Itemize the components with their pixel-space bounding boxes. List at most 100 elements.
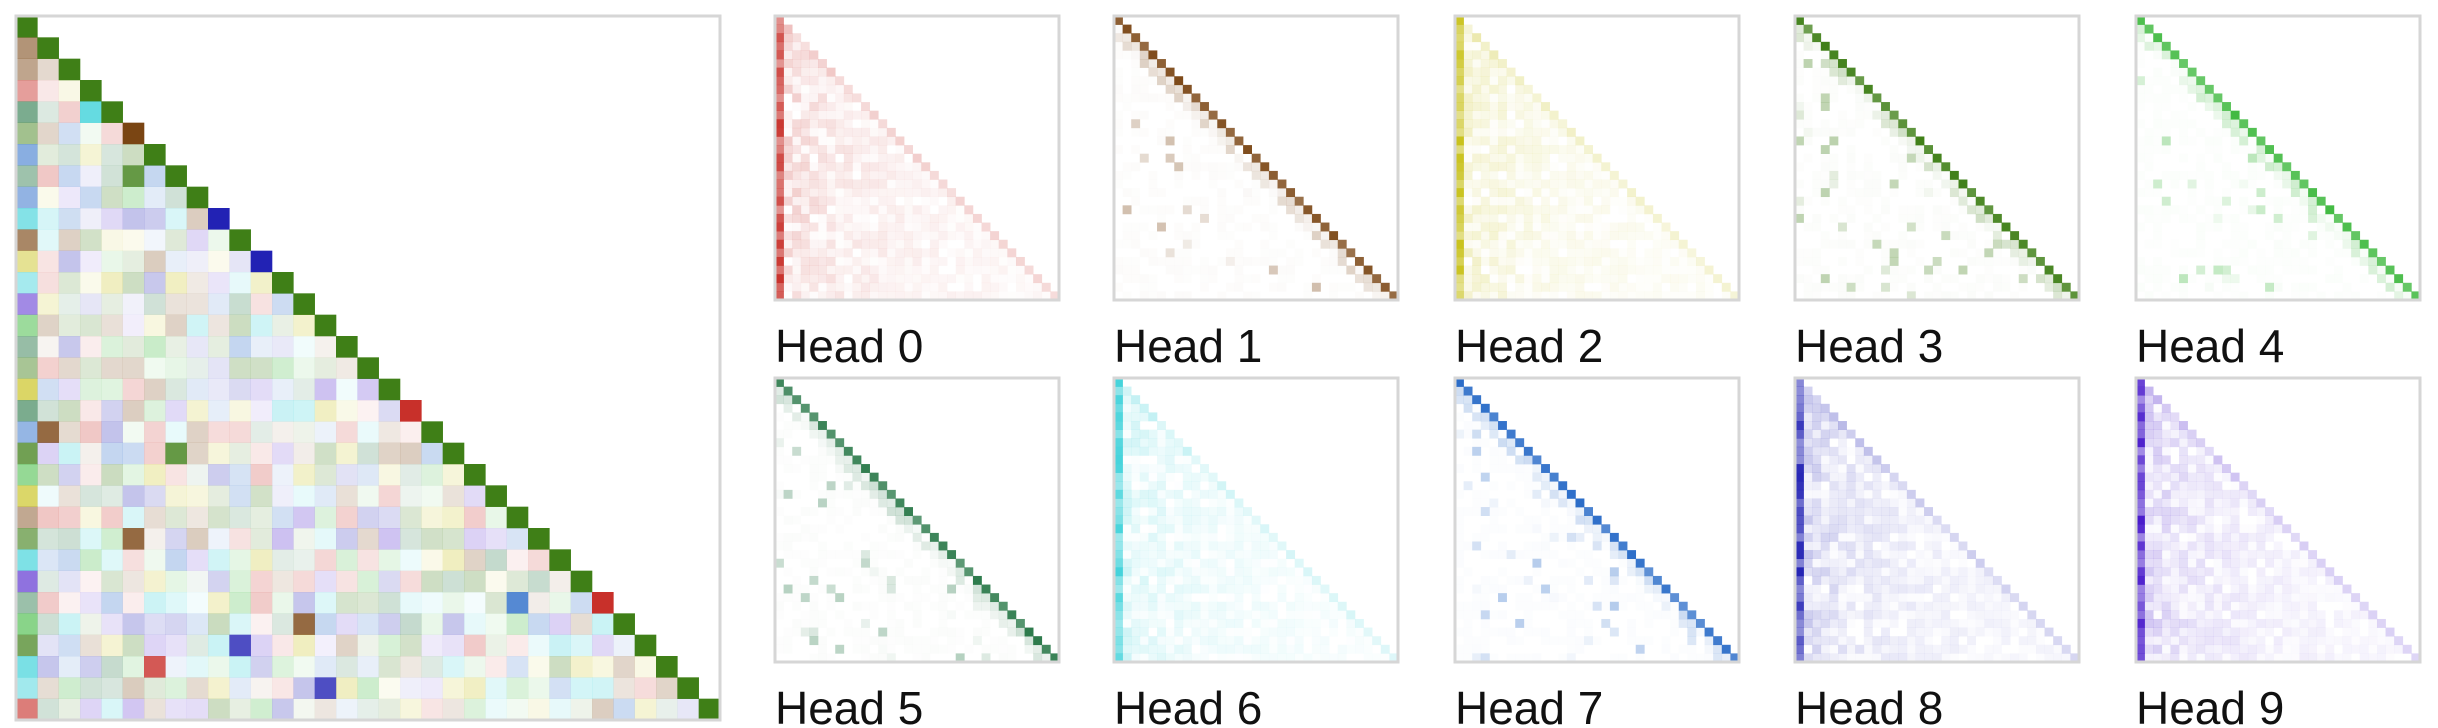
cell [250,528,273,550]
cell [2187,618,2197,628]
cell [1191,119,1200,128]
cell [293,421,315,443]
cell [1269,257,1278,266]
cell [895,550,904,559]
cell [400,400,422,422]
cell [1636,576,1645,585]
cell [165,186,187,209]
cell [1541,274,1550,283]
head-label[interactable]: Head 3 [1795,320,1943,372]
cell [800,162,810,172]
head-label[interactable]: Head 7 [1455,682,1603,728]
head-label[interactable]: Head 9 [2136,682,2284,728]
cell [1644,248,1653,257]
cell [2153,205,2162,214]
head-panel[interactable]: Head 4 [2134,14,2422,372]
cell [1915,257,1924,266]
head-panel[interactable]: Head 8 [1793,376,2081,728]
cell [1795,33,1804,43]
cell [1286,196,1296,206]
cell [208,357,230,379]
cell [80,677,102,699]
cell [58,58,81,81]
head-panel[interactable]: Head 7 [1453,376,1741,728]
cell [1226,507,1235,516]
cell [1863,618,1873,628]
cell [2179,481,2188,491]
cell [1243,628,1252,637]
head-panel[interactable]: Head 3 [1793,14,2081,372]
cell [784,455,793,464]
cell [2282,636,2291,645]
cell [1967,257,1976,266]
cell [1575,636,1584,645]
cell [2273,213,2283,223]
cell [1251,584,1261,594]
cell [165,698,187,721]
cell [1558,636,1567,645]
cell [2179,446,2188,456]
cell [165,250,187,273]
cell [1523,196,1533,206]
cell [775,162,784,172]
cell [2282,197,2291,206]
cell [1932,601,1942,611]
cell [827,171,836,180]
cell [80,613,102,635]
cell [2376,644,2386,654]
cell [1217,541,1227,551]
cell [843,145,853,154]
cell [938,550,948,560]
cell [1847,128,1856,137]
head-panel[interactable]: Head 1 [1112,14,1400,372]
cell [982,619,991,628]
cell [800,136,810,146]
cell [1208,558,1218,568]
cell [1489,524,1498,533]
cell [1881,197,1890,206]
cell [2136,558,2145,568]
cell [852,576,861,585]
head-label[interactable]: Head 4 [2136,320,2284,372]
cell [1157,602,1166,611]
cell [1820,438,1830,448]
head-label[interactable]: Head 5 [775,682,923,728]
head-label[interactable]: Head 0 [775,320,923,372]
cell [818,67,827,77]
cell [122,186,145,209]
cell [1463,50,1473,60]
cell [1321,257,1330,266]
cell [144,592,166,614]
head-label[interactable]: Head 6 [1114,682,1262,728]
cell [1846,489,1856,499]
head-label[interactable]: Head 8 [1795,682,1943,728]
cell [336,506,358,529]
head-panel[interactable]: Head 0 [773,14,1061,372]
head-panel[interactable]: Head 2 [1453,14,1741,372]
cell [1463,170,1473,180]
cell [895,498,905,508]
head-label[interactable]: Head 1 [1114,320,1262,372]
cell [835,84,845,94]
cell [1829,593,1839,603]
cell [2144,532,2154,542]
cell [2265,584,2274,594]
cell [1191,524,1201,534]
head-panel[interactable]: Head 9 [2134,376,2422,728]
cell [1234,498,1244,508]
cell [1481,636,1490,645]
cell [1829,532,1839,542]
cell [1704,644,1714,654]
cell [2230,110,2240,120]
cell [2153,618,2163,628]
cell [956,274,965,283]
head-panel[interactable]: Head 6 [1112,376,1400,728]
cell [2144,636,2154,646]
head-label[interactable]: Head 2 [1455,320,1603,372]
head-panel[interactable]: Head 5 [773,376,1061,728]
cell [1506,429,1516,439]
cell [1472,240,1481,249]
cell [2204,627,2214,637]
cell [1644,584,1654,594]
cell [2136,524,2145,534]
